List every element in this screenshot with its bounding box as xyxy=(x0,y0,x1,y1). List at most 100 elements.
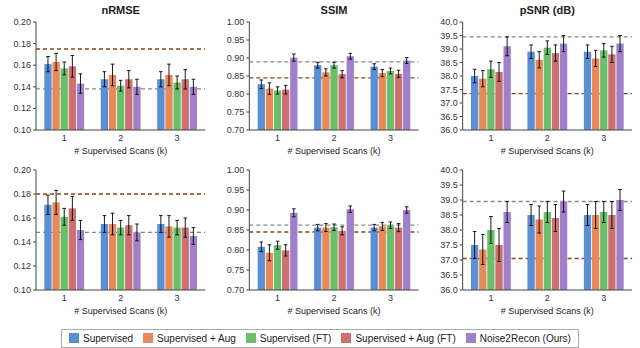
x-tick-label: 2 xyxy=(118,133,123,143)
title: SSIM xyxy=(321,4,348,16)
bar: Supervised + Aug (FT) xyxy=(608,54,615,130)
x-tick-label: 2 xyxy=(331,133,336,143)
panel: 0.700.750.800.850.900.951.00SupervisedSu… xyxy=(227,165,419,316)
y-tick-label: 36.5 xyxy=(440,270,458,280)
legend-swatch xyxy=(69,333,79,343)
y-tick-label: 0.18 xyxy=(13,189,31,199)
bar: Supervised + Aug (FT) xyxy=(338,74,345,130)
y-tick-label: 38.5 xyxy=(440,210,458,220)
bar: Supervised xyxy=(44,64,51,130)
y-tick-label: 0.10 xyxy=(13,285,31,295)
y-tick-label: 37.0 xyxy=(440,255,458,265)
bar: Noise2Recon (Ours) xyxy=(347,56,354,130)
x-tick-label: 2 xyxy=(118,293,123,303)
x-tick-label: 1 xyxy=(275,133,280,143)
reference-line xyxy=(36,193,205,194)
bar: Noise2Recon (Ours) xyxy=(503,212,510,290)
error-bar xyxy=(610,46,614,62)
bar: Supervised (FT) xyxy=(117,86,124,130)
error-bar xyxy=(316,224,320,230)
legend-label: Supervised + Aug (FT) xyxy=(355,333,455,344)
error-bar xyxy=(389,222,393,228)
error-bar xyxy=(397,70,401,77)
bar: Noise2Recon (Ours) xyxy=(403,210,410,290)
x-tick-label: 3 xyxy=(601,293,606,303)
x-tick-label: 3 xyxy=(601,133,606,143)
legend-box: SupervisedSupervised + AugSupervised (FT… xyxy=(61,329,579,348)
bar: Supervised + Aug (FT) xyxy=(552,53,559,130)
error-bar xyxy=(497,63,501,82)
bar: Supervised (FT) xyxy=(173,228,180,290)
error-bar xyxy=(192,79,196,94)
bar: Supervised xyxy=(314,65,321,130)
x-axis-label: # Supervised Scans (k) xyxy=(74,306,167,316)
x-tick-label: 3 xyxy=(175,293,180,303)
error-bar xyxy=(79,220,83,239)
x-axis-label: # Supervised Scans (k) xyxy=(287,146,380,156)
bar: Supervised + Aug (FT) xyxy=(395,228,402,290)
error-bar xyxy=(372,224,376,230)
legend-label: Supervised + Aug xyxy=(157,333,236,344)
y-tick-label: 0.14 xyxy=(13,237,31,247)
y-axis xyxy=(249,22,250,130)
error-bar xyxy=(135,79,139,94)
bar: Supervised + Aug xyxy=(322,228,329,290)
y-axis xyxy=(36,22,37,130)
y-tick-label: 39.0 xyxy=(440,44,458,54)
error-bar xyxy=(618,190,622,211)
error-bar xyxy=(316,62,320,68)
x-tick-label: 1 xyxy=(488,293,493,303)
y-tick-label: 0.18 xyxy=(13,39,31,49)
error-bar xyxy=(62,62,66,75)
y-tick-label: 37.5 xyxy=(440,85,458,95)
y-tick-label: 0.75 xyxy=(227,107,245,117)
bar: Noise2Recon (Ours) xyxy=(290,213,297,290)
x-axis xyxy=(36,290,205,291)
legend-swatch xyxy=(246,333,256,343)
legend-item: Supervised + Aug (FT) xyxy=(341,333,455,344)
y-axis xyxy=(36,170,37,290)
y-tick-label: 38.0 xyxy=(440,71,458,81)
y-tick-label: 0.70 xyxy=(227,125,245,135)
y-tick-label: 39.5 xyxy=(440,31,458,41)
x-tick-label: 1 xyxy=(275,293,280,303)
bar: Supervised xyxy=(371,228,378,290)
bar: Supervised + Aug (FT) xyxy=(338,231,345,290)
error-bar xyxy=(340,227,344,235)
error-bar xyxy=(529,45,533,59)
bar: Noise2Recon (Ours) xyxy=(503,46,510,130)
error-bar xyxy=(292,54,296,61)
error-bar xyxy=(159,72,163,87)
error-bar xyxy=(175,76,179,89)
bar: Supervised + Aug xyxy=(52,62,59,130)
error-bar xyxy=(276,241,280,249)
y-tick-label: 39.5 xyxy=(440,180,458,190)
bar: Supervised (FT) xyxy=(173,82,180,130)
bar: Supervised (FT) xyxy=(117,228,124,290)
y-tick-label: 1.00 xyxy=(227,165,245,175)
error-bar xyxy=(119,80,123,91)
error-bar xyxy=(119,220,123,234)
error-bar xyxy=(497,229,501,262)
y-tick-label: 0.80 xyxy=(227,89,245,99)
y-tick-label: 1.00 xyxy=(227,17,245,27)
y-axis xyxy=(462,170,463,290)
error-bar xyxy=(562,191,566,212)
bar: Supervised + Aug xyxy=(52,202,59,290)
error-bar xyxy=(192,228,196,245)
error-bar xyxy=(348,53,352,59)
error-bar xyxy=(586,45,590,59)
bar: Supervised + Aug xyxy=(379,73,386,130)
y-tick-label: 0.75 xyxy=(227,265,245,275)
bar: Supervised xyxy=(314,228,321,290)
error-bar xyxy=(324,224,328,232)
error-bar xyxy=(554,45,558,61)
x-tick-label: 2 xyxy=(545,133,550,143)
panel: pSNR (dB)36.036.537.037.538.038.539.039.… xyxy=(440,4,632,156)
y-tick-label: 0.14 xyxy=(13,82,31,92)
error-bar xyxy=(127,216,131,235)
error-bar xyxy=(489,61,493,77)
bar: Supervised (FT) xyxy=(387,225,394,290)
error-bar xyxy=(505,202,509,223)
y-tick-label: 40.0 xyxy=(440,165,458,175)
